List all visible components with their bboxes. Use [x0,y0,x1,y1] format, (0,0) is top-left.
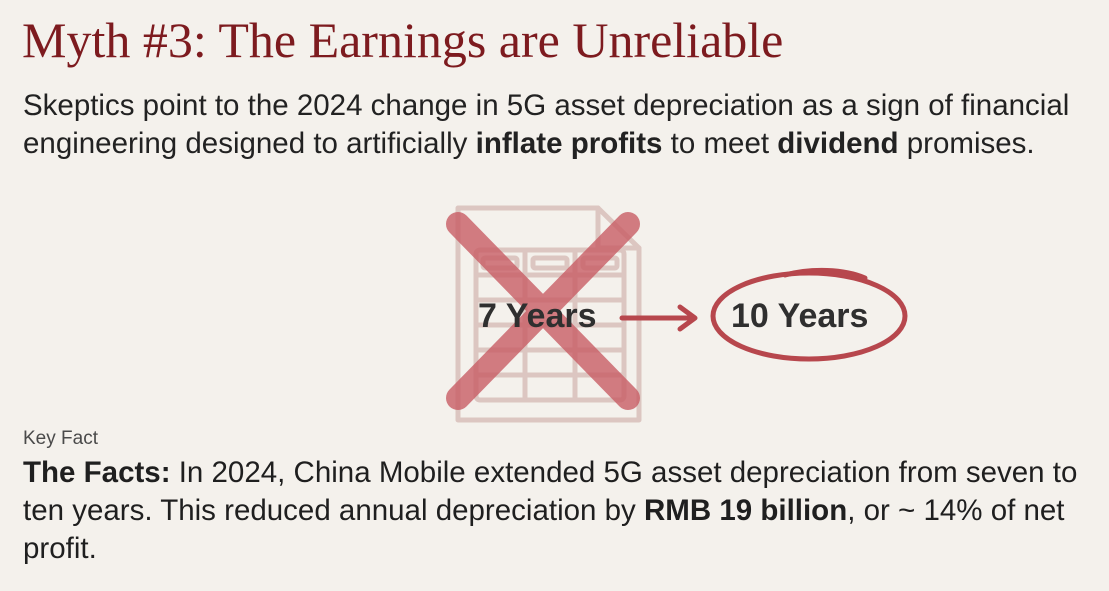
intro-paragraph: Skeptics point to the 2024 change in 5G … [23,87,1083,163]
facts-emphasis-amount: RMB 19 billion [643,494,848,527]
key-fact-label: Key Fact [23,428,98,449]
old-depreciation-label: 7 Years [478,297,597,335]
facts-paragraph: The Facts: In 2024, China Mobile extende… [23,454,1093,568]
facts-text-start: In 2024, China Mobile extended 5G asset … [23,456,1078,527]
arrow-icon [619,304,698,332]
intro-text-start: Skeptics point to the 2024 change in 5G … [23,89,1070,160]
facts-lead: The Facts: [23,456,171,489]
page-title: Myth #3: The Earnings are Unreliable [22,12,784,68]
intro-text-middle: to meet [662,127,778,160]
intro-text-end: promises. [898,127,1035,160]
intro-emphasis-profits: inflate profits [475,127,663,160]
new-depreciation-label: 10 Years [731,297,869,335]
intro-emphasis-dividend: dividend [777,127,899,160]
facts-text-end: , or ~ 14% of net profit. [23,494,1065,565]
